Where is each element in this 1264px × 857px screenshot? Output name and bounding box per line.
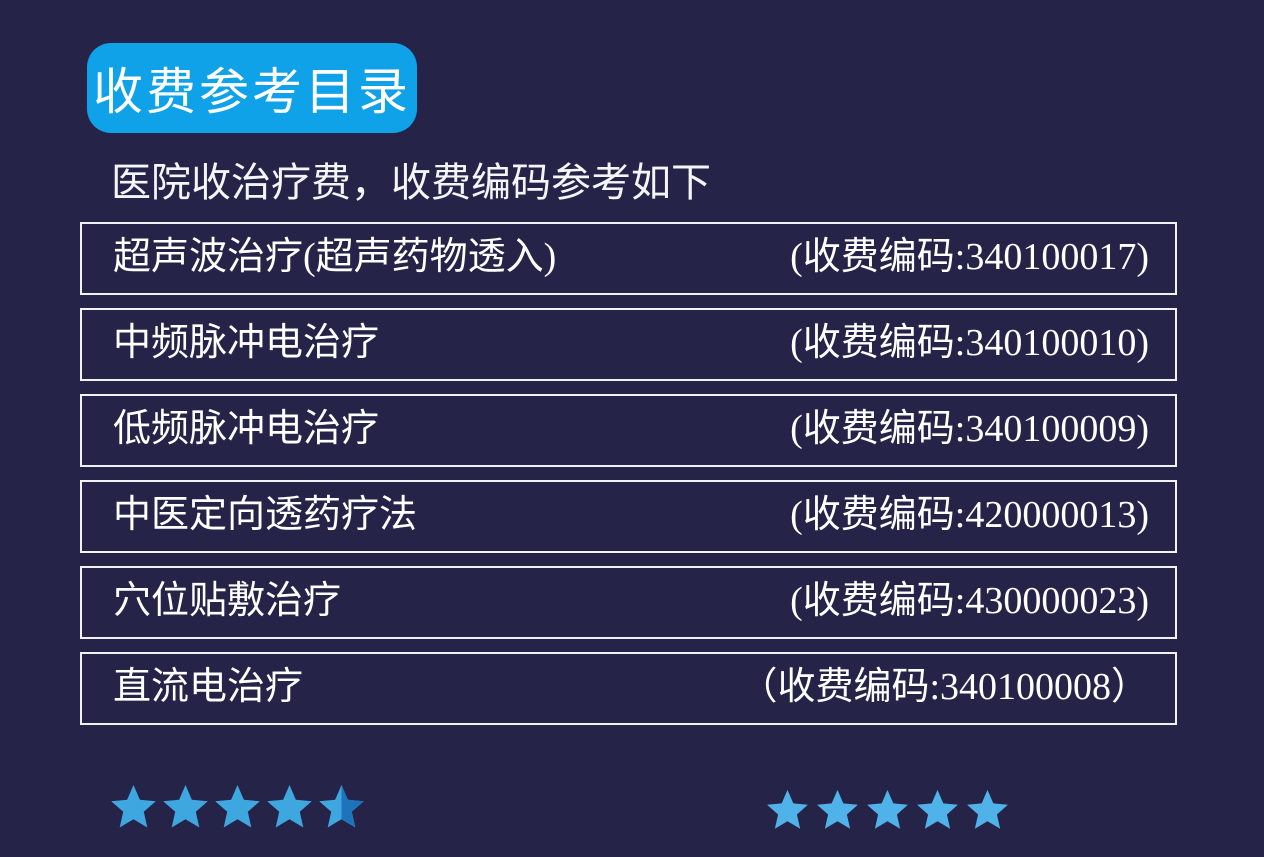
fee-item-code: (收费编码:420000013) bbox=[790, 493, 1149, 536]
fee-item-code: (收费编码:430000023) bbox=[790, 579, 1149, 622]
fee-item-name: 直流电治疗 bbox=[113, 665, 304, 708]
page-title: 收费参考目录 bbox=[93, 64, 411, 120]
fee-item-code: (收费编码:340100010) bbox=[790, 321, 1149, 364]
star-icon bbox=[163, 784, 208, 828]
fee-row-1: 超声波治疗(超声药物透入) (收费编码:340100017) bbox=[80, 222, 1177, 295]
fee-table: 超声波治疗(超声药物透入) (收费编码:340100017) 中频脉冲电治疗 (… bbox=[80, 222, 1177, 738]
fee-row-2: 中频脉冲电治疗 (收费编码:340100010) bbox=[80, 308, 1177, 381]
star-icon bbox=[817, 789, 858, 829]
star-icon bbox=[111, 784, 156, 828]
fee-row-3: 低频脉冲电治疗 (收费编码:340100009) bbox=[80, 394, 1177, 467]
star-icon bbox=[215, 784, 260, 828]
star-icon bbox=[267, 784, 312, 828]
title-badge: 收费参考目录 bbox=[87, 43, 417, 133]
star-icon bbox=[917, 789, 958, 829]
fee-item-name: 中频脉冲电治疗 bbox=[113, 321, 380, 364]
fee-row-4: 中医定向透药疗法 (收费编码:420000013) bbox=[80, 480, 1177, 553]
rating-left bbox=[110, 784, 365, 831]
fee-item-name: 超声波治疗(超声药物透入) bbox=[113, 235, 557, 278]
star-half-tone-icon bbox=[319, 784, 364, 828]
star-icon bbox=[967, 789, 1008, 829]
subtitle-text: 医院收治疗费，收费编码参考如下 bbox=[111, 160, 711, 205]
rating-right bbox=[766, 789, 1009, 832]
fee-row-5: 穴位贴敷治疗 (收费编码:430000023) bbox=[80, 566, 1177, 639]
fee-item-code: (收费编码:340100017) bbox=[790, 235, 1149, 278]
fee-item-code: (收费编码:340100009) bbox=[790, 407, 1149, 450]
star-icon bbox=[867, 789, 908, 829]
fee-item-code: （收费编码:340100008） bbox=[739, 665, 1149, 708]
fee-item-name: 中医定向透药疗法 bbox=[113, 493, 418, 536]
fee-item-name: 低频脉冲电治疗 bbox=[113, 407, 380, 450]
star-icon bbox=[767, 789, 808, 829]
fee-item-name: 穴位贴敷治疗 bbox=[113, 579, 342, 622]
fee-row-6: 直流电治疗 （收费编码:340100008） bbox=[80, 652, 1177, 725]
